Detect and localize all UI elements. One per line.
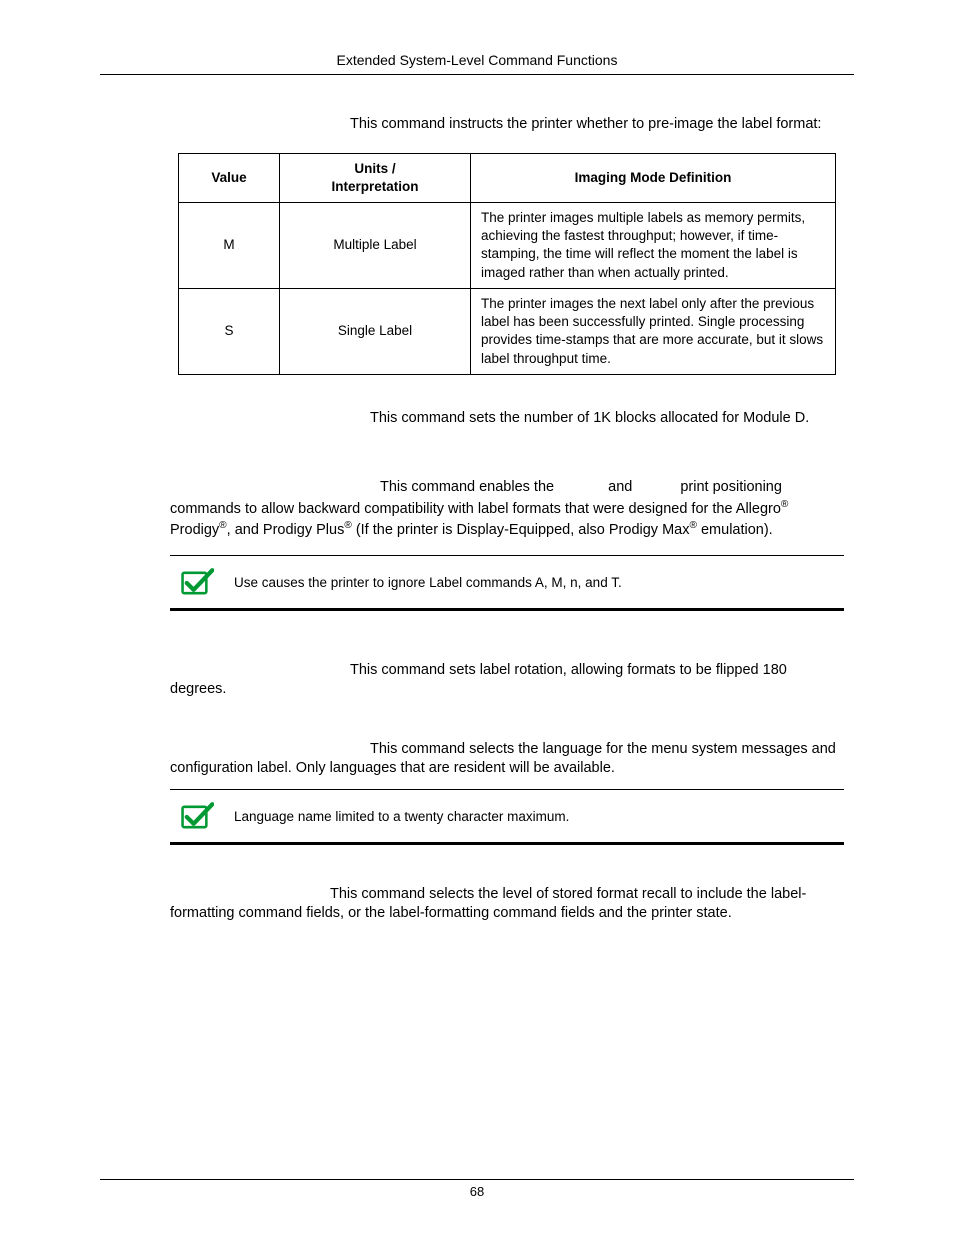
col-definition: Imaging Mode Definition [471,153,836,202]
page-footer: 68 [100,1179,854,1199]
cell-units: Single Label [280,288,471,374]
note-text: Use causes the printer to ignore Label c… [234,574,622,592]
bc-1a: This command enables the [380,479,554,495]
note-text: Language name limited to a twenty charac… [234,808,569,826]
bc-1c: print [680,479,708,495]
note-top-rule [170,789,844,790]
bc-5: (If the printer is Display-Equipped, als… [352,522,690,538]
table-row: S Single Label The printer images the ne… [179,288,836,374]
note-row: Language name limited to a twenty charac… [170,800,844,842]
cell-value: S [179,288,280,374]
check-icon [180,568,214,598]
rotation-text: This command sets label rotation, allowi… [170,662,787,698]
imaging-mode-table: Value Units /Interpretation Imaging Mode… [178,153,836,375]
page-header-title: Extended System-Level Command Functions [100,52,854,74]
note-block: Language name limited to a twenty charac… [170,789,844,845]
reg-icon: ® [219,520,226,531]
reg-icon: ® [344,520,351,531]
col-value: Value [179,153,280,202]
cell-units: Multiple Label [280,203,471,289]
rotation-para: This command sets label rotation, allowi… [170,661,844,700]
footer-rule [100,1179,854,1180]
language-text: This command selects the language for th… [170,741,836,777]
bc-3: Prodigy [170,522,219,538]
imaging-intro: This command instructs the printer wheth… [170,115,844,135]
table-header-row: Value Units /Interpretation Imaging Mode… [179,153,836,202]
page-number: 68 [100,1184,854,1199]
imaging-intro-text: This command instructs the printer wheth… [350,116,821,132]
recall-text: This command selects the level of stored… [170,886,806,922]
bc-1b: and [608,479,632,495]
module-d-text: This command sets the number of 1K block… [370,410,809,426]
module-d-para: This command sets the number of 1K block… [170,409,844,429]
cell-value: M [179,203,280,289]
cell-definition: The printer images the next label only a… [471,288,836,374]
page-content: This command instructs the printer wheth… [100,115,854,924]
reg-icon: ® [689,520,696,531]
note-bottom-rule [170,842,844,845]
header-rule [100,74,854,75]
check-icon [180,802,214,832]
bc-4: , and Prodigy Plus [227,522,345,538]
bc-6: emulation). [697,522,773,538]
note-block: Use causes the printer to ignore Label c… [170,555,844,611]
col-units: Units /Interpretation [280,153,471,202]
backward-compat-para: This command enables the and print posit… [170,478,844,540]
cell-definition: The printer images multiple labels as me… [471,203,836,289]
note-row: Use causes the printer to ignore Label c… [170,566,844,608]
note-top-rule [170,555,844,556]
recall-para: This command selects the level of stored… [170,885,844,924]
language-para: This command selects the language for th… [170,740,844,779]
table-row: M Multiple Label The printer images mult… [179,203,836,289]
reg-icon: ® [781,499,788,510]
note-bottom-rule [170,608,844,611]
